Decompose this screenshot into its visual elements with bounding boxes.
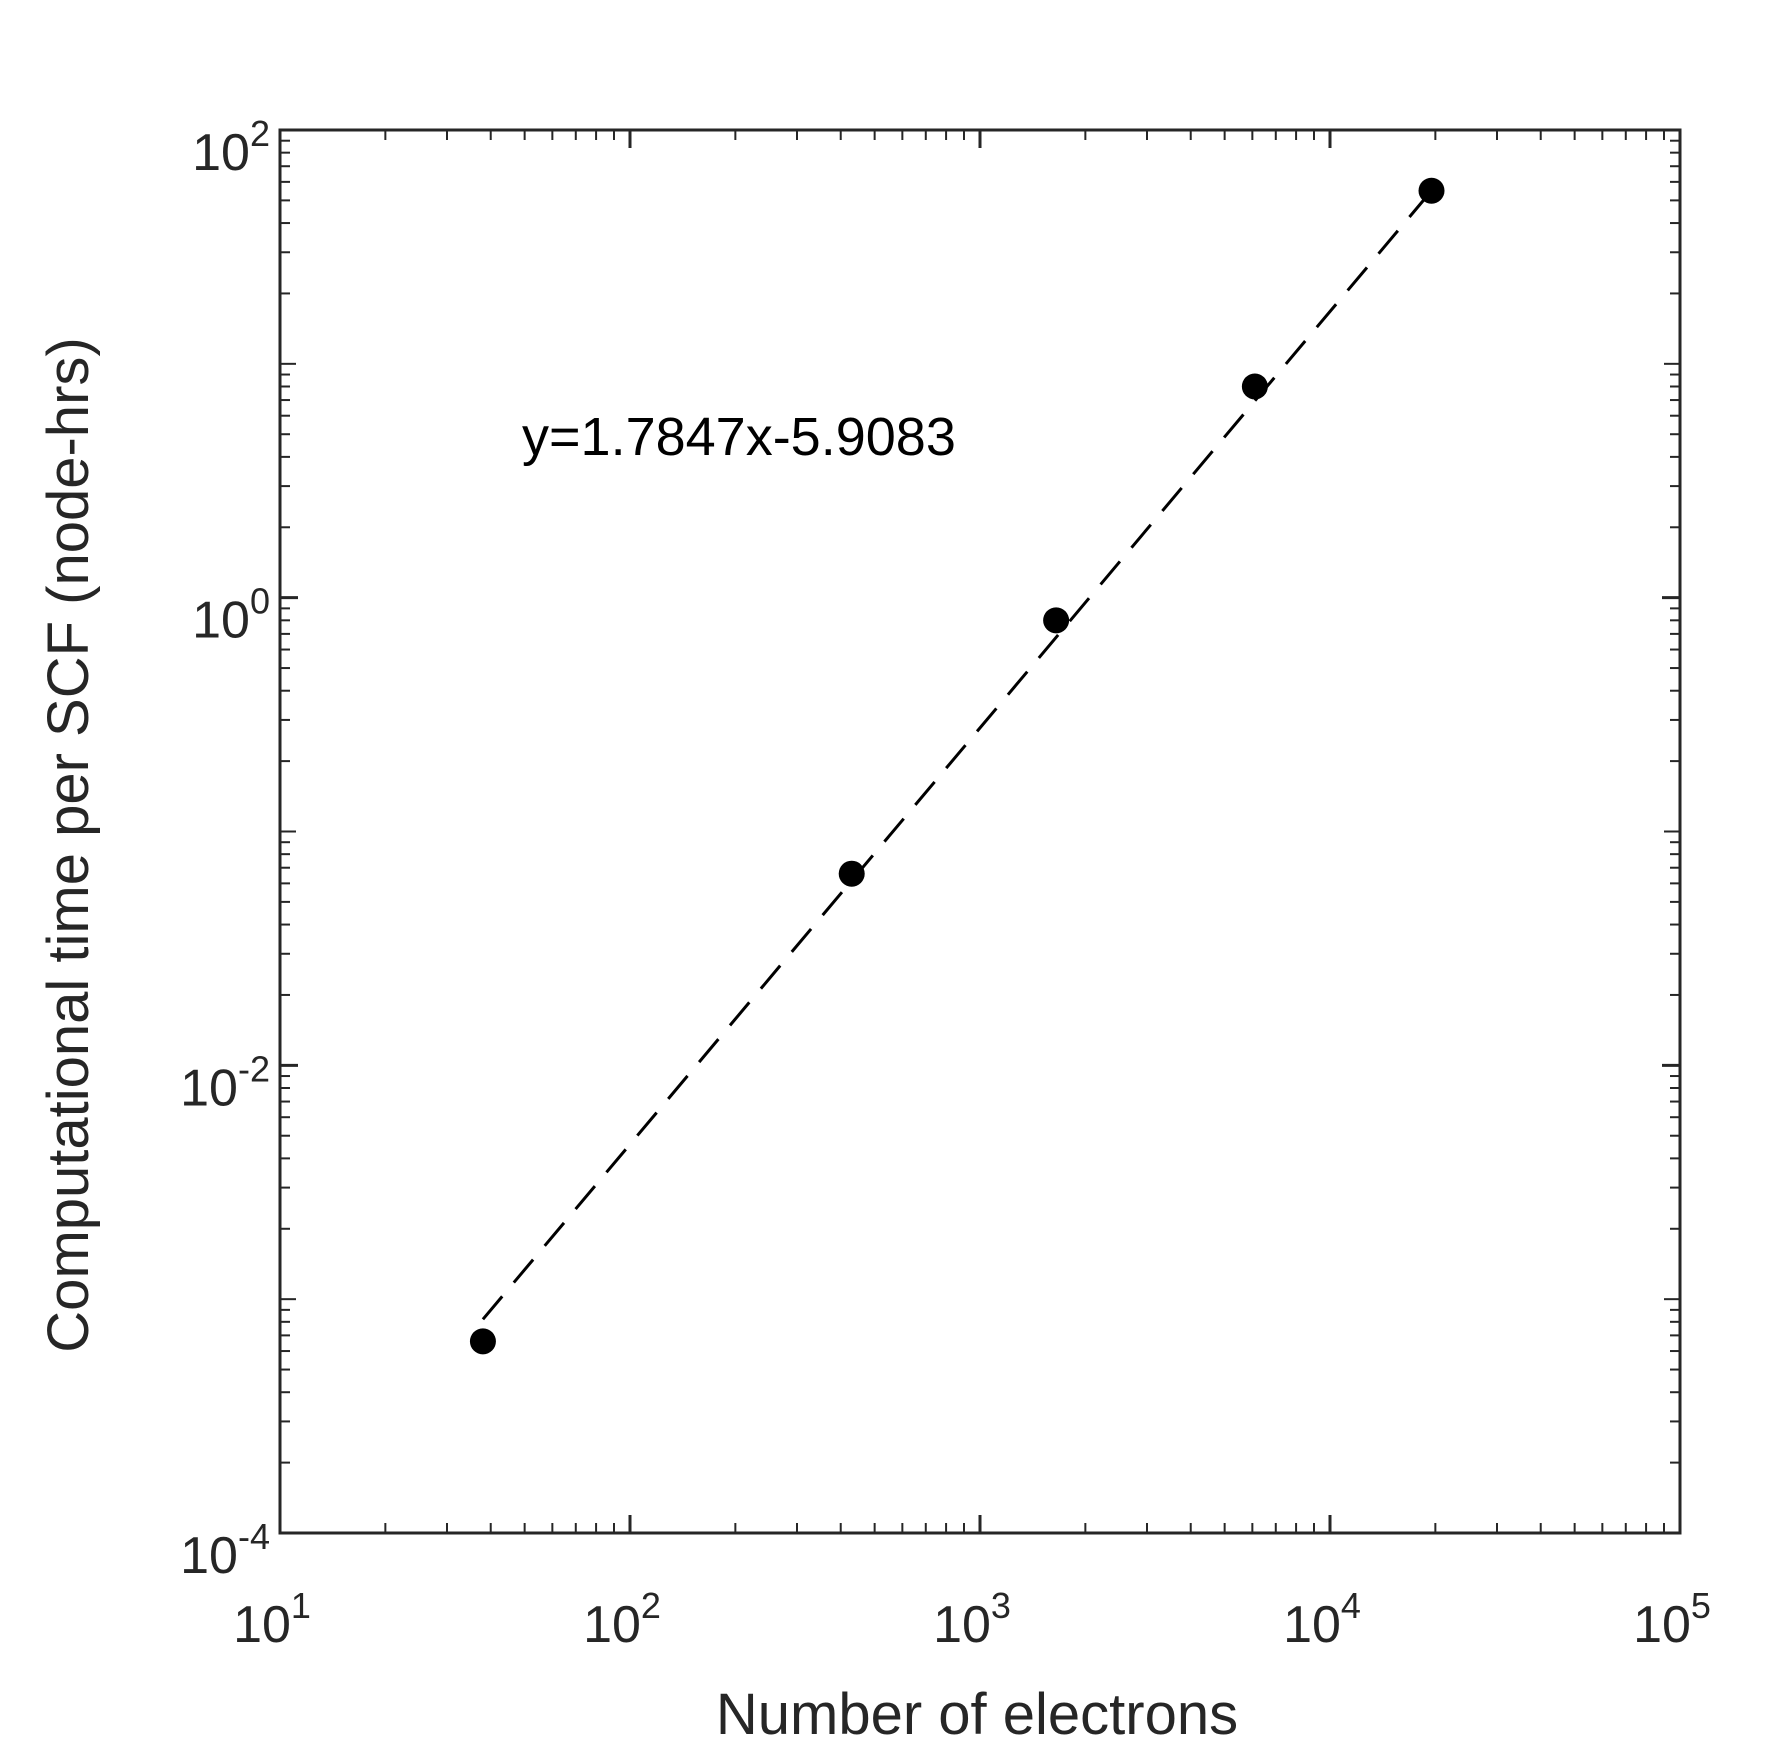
y-axis-title: Computational time per SCF (node-hrs) <box>36 337 101 1352</box>
data-point <box>838 860 865 887</box>
data-point <box>469 1328 496 1355</box>
y-tick-label: 10-2 <box>180 1048 270 1117</box>
fit-line <box>481 189 1433 1321</box>
plot-frame <box>278 128 1682 1535</box>
fit-equation-annotation: y=1.7847x-5.9083 <box>522 407 956 467</box>
y-tick-label: 102 <box>192 113 270 182</box>
x-tick-labels: 101 102 103 104 105 <box>233 1585 1711 1654</box>
data-point <box>1043 607 1070 634</box>
minor-ticks <box>280 130 1680 1533</box>
data-point <box>1418 177 1445 204</box>
data-point <box>1241 373 1268 400</box>
x-axis-title: Number of electrons <box>716 1682 1238 1747</box>
data-points <box>469 177 1445 1355</box>
